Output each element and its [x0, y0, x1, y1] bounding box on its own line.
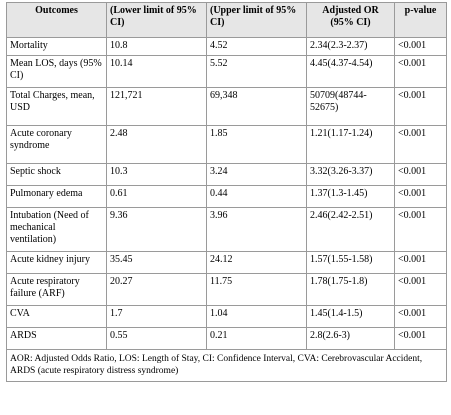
header-upper-limit: (Upper limit of 95% CI) [206, 2, 307, 38]
table-footer: AOR: Adjusted Odds Ratio, LOS: Length of… [6, 349, 447, 382]
cell-upper-limit: 5.52 [206, 55, 307, 88]
table-row: Septic shock 10.3 3.24 3.32(3.26-3.37) <0.00… [6, 163, 447, 186]
cell-adjusted-or: 1.37(1.3-1.45) [306, 185, 395, 208]
header-lower-limit: (Lower limit of 95% CI) [106, 2, 207, 38]
cell-outcome: Total Charges, mean, USD [6, 87, 107, 126]
cell-lower-limit: 10.14 [106, 55, 207, 88]
cell-lower-limit: 1.7 [106, 305, 207, 328]
table-row: Total Charges, mean, USD 121,721 69,348 507… [6, 87, 447, 126]
table-row: Acute kidney injury 35.45 24.12 1.57(1.55-1… [6, 251, 447, 274]
cell-lower-limit: 0.61 [106, 185, 207, 208]
cell-upper-limit: 24.12 [206, 251, 307, 274]
cell-p-value: <0.001 [394, 185, 447, 208]
cell-lower-limit: 10.8 [106, 37, 207, 56]
cell-adjusted-or: 1.57(1.55-1.58) [306, 251, 395, 274]
cell-adjusted-or: 2.34(2.3-2.37) [306, 37, 395, 56]
cell-adjusted-or: 2.8(2.6-3) [306, 327, 395, 350]
cell-upper-limit: 0.21 [206, 327, 307, 350]
table-row: Intubation (Need of mechanical ventilati… [6, 207, 447, 252]
cell-outcome: Acute kidney injury [6, 251, 107, 274]
cell-outcome: CVA [6, 305, 107, 328]
cell-p-value: <0.001 [394, 273, 447, 306]
cell-outcome: Intubation (Need of mechanical ventilati… [6, 207, 107, 252]
cell-p-value: <0.001 [394, 87, 447, 126]
outcomes-table-container: Outcomes (Lower limit of 95% CI) (Upper … [6, 2, 447, 382]
table-row: CVA 1.7 1.04 1.45(1.4-1.5) <0.001 [6, 305, 447, 328]
cell-p-value: <0.001 [394, 327, 447, 350]
cell-lower-limit: 121,721 [106, 87, 207, 126]
cell-adjusted-or: 4.45(4.37-4.54) [306, 55, 395, 88]
cell-outcome: Mean LOS, days (95% CI) [6, 55, 107, 88]
table-row: Pulmonary edema 0.61 0.44 1.37(1.3-1.45) <0.… [6, 185, 447, 208]
cell-adjusted-or: 1.45(1.4-1.5) [306, 305, 395, 328]
cell-upper-limit: 3.24 [206, 163, 307, 186]
cell-upper-limit: 3.96 [206, 207, 307, 252]
header-adjusted-or: Adjusted OR (95% CI) [306, 2, 395, 38]
cell-p-value: <0.001 [394, 207, 447, 252]
outcomes-table: Outcomes (Lower limit of 95% CI) (Upper … [6, 2, 447, 382]
cell-adjusted-or: 3.32(3.26-3.37) [306, 163, 395, 186]
cell-adjusted-or: 2.46(2.42-2.51) [306, 207, 395, 252]
table-row: Acute coronary syndrome 2.48 1.85 1.21(1.17… [6, 125, 447, 164]
table-row: Acute respiratory failure (ARF) 20.27 11.7… [6, 273, 447, 306]
cell-lower-limit: 2.48 [106, 125, 207, 164]
cell-p-value: <0.001 [394, 125, 447, 164]
header-p-value: p-value [394, 2, 447, 38]
cell-lower-limit: 0.55 [106, 327, 207, 350]
table-footnote: AOR: Adjusted Odds Ratio, LOS: Length of… [6, 349, 447, 382]
header-row: Outcomes (Lower limit of 95% CI) (Upper … [6, 2, 447, 38]
cell-p-value: <0.001 [394, 55, 447, 88]
table-row: Mortality 10.8 4.52 2.34(2.3-2.37) <0.001 [6, 37, 447, 56]
header-outcomes: Outcomes [6, 2, 107, 38]
table-header: Outcomes (Lower limit of 95% CI) (Upper … [6, 2, 447, 38]
cell-p-value: <0.001 [394, 163, 447, 186]
table-body: Mortality 10.8 4.52 2.34(2.3-2.37) <0.001 Mea… [6, 37, 447, 350]
cell-outcome: Acute respiratory failure (ARF) [6, 273, 107, 306]
cell-upper-limit: 4.52 [206, 37, 307, 56]
cell-upper-limit: 1.04 [206, 305, 307, 328]
cell-adjusted-or: 1.21(1.17-1.24) [306, 125, 395, 164]
cell-p-value: <0.001 [394, 251, 447, 274]
cell-lower-limit: 35.45 [106, 251, 207, 274]
table-row: Mean LOS, days (95% CI) 10.14 5.52 4.45(4.3… [6, 55, 447, 88]
cell-p-value: <0.001 [394, 37, 447, 56]
cell-lower-limit: 9.36 [106, 207, 207, 252]
cell-lower-limit: 10.3 [106, 163, 207, 186]
cell-outcome: Mortality [6, 37, 107, 56]
table-row: ARDS 0.55 0.21 2.8(2.6-3) <0.001 [6, 327, 447, 350]
cell-adjusted-or: 1.78(1.75-1.8) [306, 273, 395, 306]
cell-upper-limit: 1.85 [206, 125, 307, 164]
footnote-row: AOR: Adjusted Odds Ratio, LOS: Length of… [6, 349, 447, 382]
cell-upper-limit: 11.75 [206, 273, 307, 306]
cell-p-value: <0.001 [394, 305, 447, 328]
cell-adjusted-or: 50709(48744-52675) [306, 87, 395, 126]
cell-upper-limit: 69,348 [206, 87, 307, 126]
cell-outcome: Acute coronary syndrome [6, 125, 107, 164]
cell-lower-limit: 20.27 [106, 273, 207, 306]
cell-outcome: Pulmonary edema [6, 185, 107, 208]
cell-outcome: Septic shock [6, 163, 107, 186]
cell-outcome: ARDS [6, 327, 107, 350]
cell-upper-limit: 0.44 [206, 185, 307, 208]
